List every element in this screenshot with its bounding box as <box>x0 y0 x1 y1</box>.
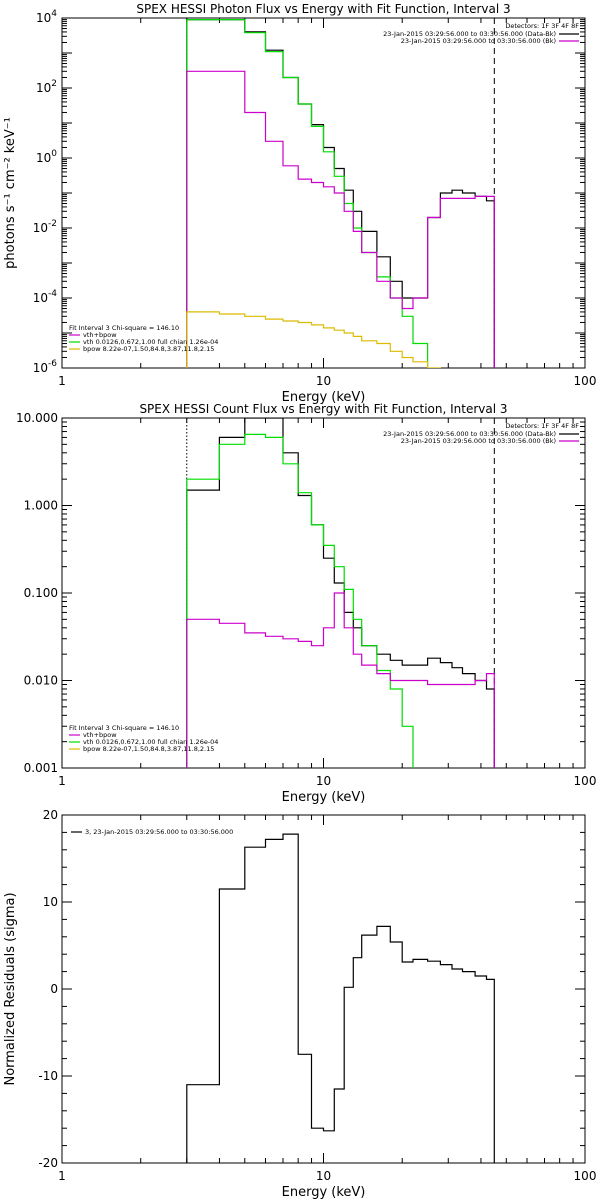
photon-xtick-label: 1 <box>58 374 66 388</box>
count-legend-entry: vth+bpow <box>83 731 117 739</box>
count-legend-fit-header: Fit Interval 3 Chi-square = 146.10 <box>69 724 179 732</box>
photon-xlabel: Energy (keV) <box>282 390 366 405</box>
photon-legend-entry: 23-Jan-2015 03:29:56.000 to 03:30:56.000… <box>401 37 556 45</box>
count-ytick-label: 1.000 <box>24 499 58 513</box>
count-series-data <box>186 418 495 768</box>
photon-ytick-exp: -2 <box>48 219 57 229</box>
photon-legend-bottom-left: Fit Interval 3 Chi-square = 146.10vth+bp… <box>69 324 218 353</box>
count-series-vth <box>186 433 414 768</box>
resid-legend-top-left: 3, 23-Jan-2015 03:29:56.000 to 03:30:56.… <box>71 828 233 836</box>
resid-plot-frame <box>61 814 586 1164</box>
resid-ytick-label: 10 <box>43 895 58 909</box>
count-legend-bottom-left: Fit Interval 3 Chi-square = 146.10vth+bp… <box>69 724 218 753</box>
count-xtick-label: 100 <box>574 774 597 788</box>
photon-title: SPEX HESSI Photon Flux vs Energy with Fi… <box>136 2 510 16</box>
photon-ytick-exp: 2 <box>51 79 57 89</box>
photon-series-group <box>186 19 495 368</box>
resid-legend-entry: 3, 23-Jan-2015 03:29:56.000 to 03:30:56.… <box>85 828 233 836</box>
resid-ylabel: Normalized Residuals (sigma) <box>3 892 18 1085</box>
photon-ytick-exp: 0 <box>51 149 57 159</box>
photon-legend-entry: 23-Jan-2015 03:29:56.000 to 03:30:56.000… <box>383 30 556 38</box>
count-legend-entry: bpow 8.22e-07,1.50,84.8,3.87,11.8,2.15 <box>83 745 214 753</box>
count-xtick-label: 10 <box>316 774 331 788</box>
photon-xtick-label: 10 <box>316 374 331 388</box>
photon-series-bk <box>186 70 495 368</box>
count-legend-entry: vth 0.0126,0.672,1.00 full chian 1.26e-0… <box>83 738 218 746</box>
count-title: SPEX HESSI Count Flux vs Energy with Fit… <box>139 402 507 416</box>
resid-series-group <box>186 833 495 1163</box>
photon-series-bpow <box>186 311 441 368</box>
photon-ytick-base: 10 <box>33 361 48 375</box>
photon-ytick-label: 10-4 <box>33 289 58 305</box>
count-series-bk <box>186 592 495 768</box>
resid-xtick-label: 10 <box>316 1169 331 1183</box>
photon-ylabel: photons s⁻¹ cm⁻² keV⁻¹ <box>3 117 18 269</box>
resid-ytick-label: 0 <box>50 982 58 996</box>
photon-ytick-label: 10-6 <box>33 359 58 375</box>
photon-ytick-exp: 4 <box>51 9 57 19</box>
resid-xtick-label: 1 <box>58 1169 66 1183</box>
photon-series-vth <box>186 19 429 368</box>
count-series-group <box>186 418 495 768</box>
photon-ytick-label: 104 <box>36 9 57 25</box>
photon-ytick-base: 10 <box>36 151 51 165</box>
count-ytick-label: 10.000 <box>16 411 58 425</box>
photon-ytick-base: 10 <box>36 11 51 25</box>
photon-legend-header: Detectors: 1F 3F 4F 8F <box>505 22 579 30</box>
count-chart: 1 10 100 10.000 1.000 0.100 0.010 0.001 SPEX HES… <box>16 402 597 805</box>
count-legend-entry: 23-Jan-2015 03:29:56.000 to 03:30:56.000… <box>401 437 556 445</box>
photon-ytick-label: 10-2 <box>33 219 57 235</box>
photon-ytick-label: 100 <box>36 149 57 165</box>
photon-ytick-base: 10 <box>36 81 51 95</box>
resid-ytick-label: -20 <box>38 1156 58 1170</box>
resid-xtick-label: 100 <box>574 1169 597 1183</box>
count-xtick-label: 1 <box>58 774 66 788</box>
count-xlabel: Energy (keV) <box>282 790 366 805</box>
resid-series-resid <box>186 833 495 1163</box>
count-legend-header: Detectors: 1F 3F 4F 8F <box>505 422 579 430</box>
photon-legend-entry: vth 0.0126,0.672,1.00 full chian 1.26e-0… <box>83 338 218 346</box>
photon-ytick-base: 10 <box>33 291 48 305</box>
photon-ytick-exp: -4 <box>48 289 57 299</box>
resid-xlabel: Energy (keV) <box>282 1185 366 1200</box>
photon-legend-fit-header: Fit Interval 3 Chi-square = 146.10 <box>69 324 179 332</box>
photon-ytick-label: 102 <box>36 79 57 95</box>
photon-ytick-base: 10 <box>33 221 48 235</box>
count-ytick-label: 0.100 <box>24 586 58 600</box>
resid-ytick-label: 20 <box>43 808 58 822</box>
resid-ytick-label: -10 <box>38 1069 58 1083</box>
photon-legend-entry: vth+bpow <box>83 331 117 339</box>
photon-series-data <box>186 19 495 368</box>
photon-plot-frame <box>61 17 586 369</box>
count-ytick-label: 0.001 <box>24 761 58 775</box>
count-ytick-label: 0.010 <box>24 674 58 688</box>
photon-legend-entry: bpow 8.22e-07,1.50,84.8,3.87,11.8,2.15 <box>83 345 214 353</box>
photon-xtick-label: 100 <box>574 374 597 388</box>
count-plot-frame <box>61 417 586 769</box>
count-legend-entry: 23-Jan-2015 03:29:56.000 to 03:30:56.000… <box>383 430 556 438</box>
photon-ytick-exp: -6 <box>48 359 57 369</box>
